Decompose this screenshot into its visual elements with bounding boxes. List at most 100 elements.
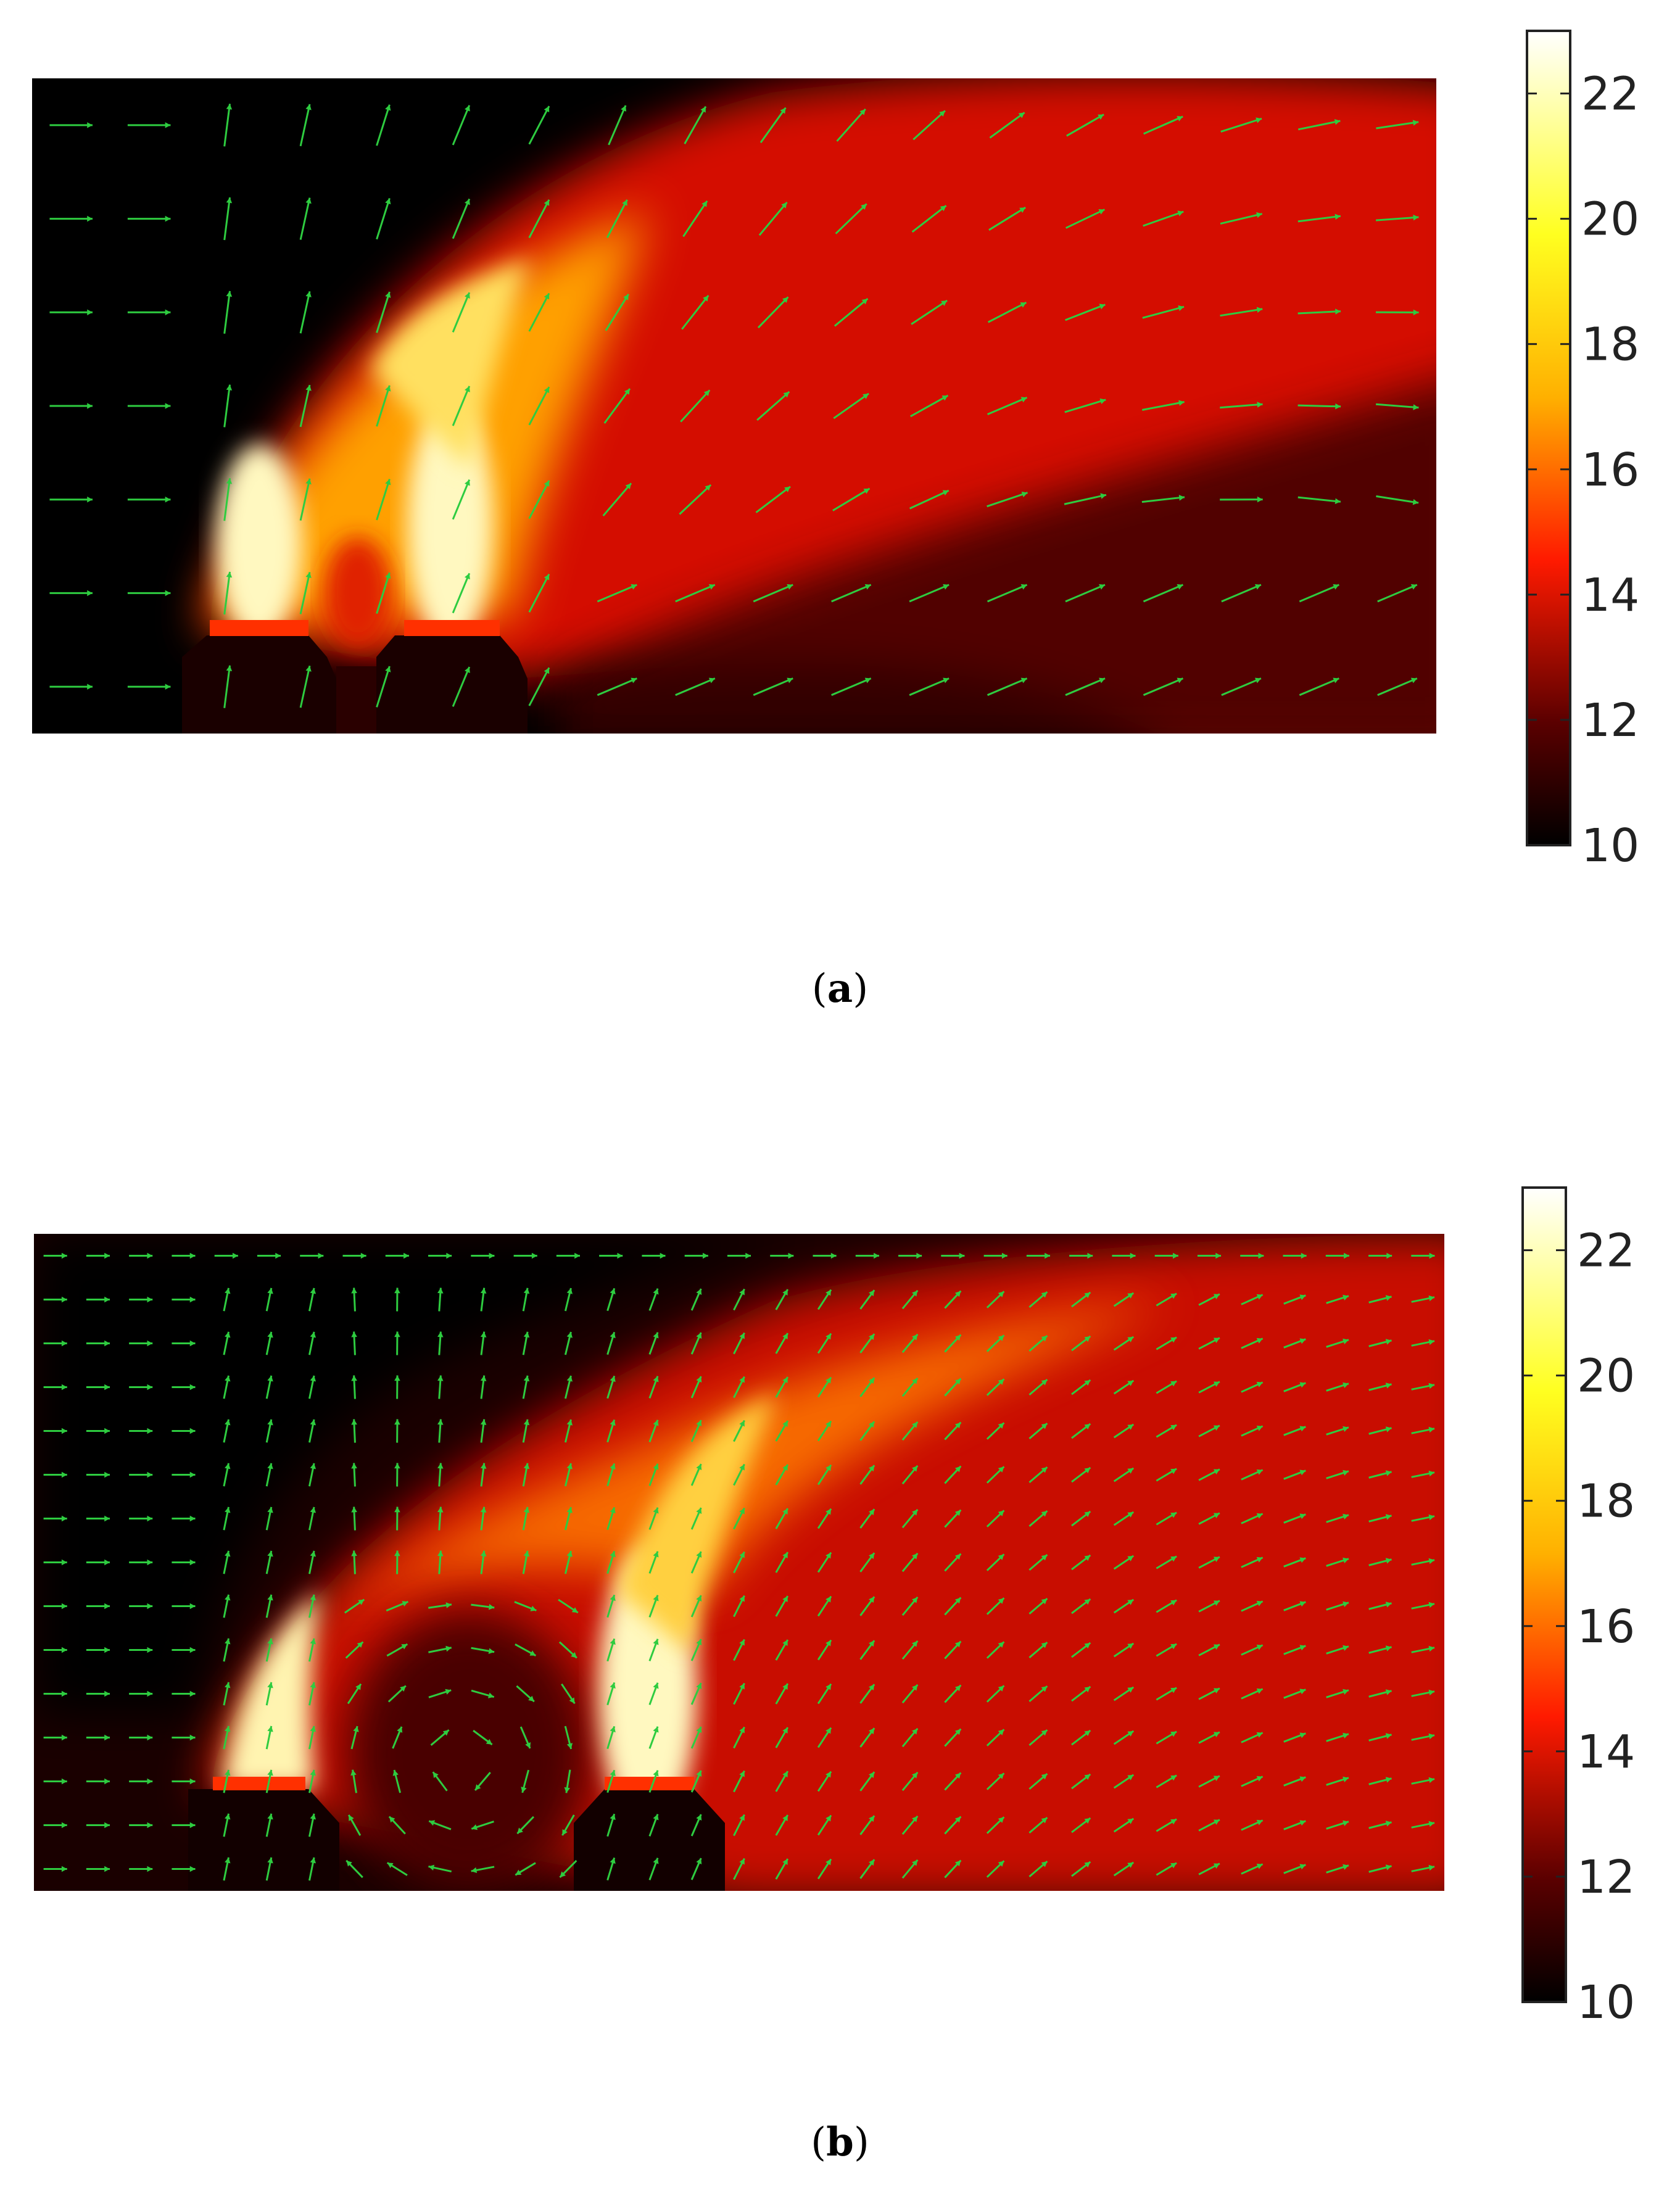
- velocity-arrow: [129, 1515, 153, 1522]
- velocity-arrow: [1071, 1598, 1091, 1614]
- velocity-arrow: [386, 1643, 408, 1657]
- velocity-arrow: [1326, 1732, 1349, 1742]
- velocity-arrow: [43, 1734, 67, 1741]
- velocity-arrow: [1028, 1422, 1048, 1440]
- velocity-arrow: [376, 385, 391, 427]
- velocity-arrow: [1241, 1776, 1264, 1787]
- velocity-arrow: [775, 1727, 789, 1748]
- velocity-arrow: [1368, 1470, 1392, 1479]
- velocity-arrow: [480, 1550, 487, 1574]
- velocity-arrow: [775, 1771, 789, 1792]
- velocity-arrow: [452, 666, 471, 707]
- velocity-arrow: [452, 292, 471, 333]
- velocity-arrow: [43, 1471, 67, 1478]
- velocity-arrow: [986, 1729, 1005, 1747]
- velocity-arrow: [1028, 1597, 1048, 1615]
- velocity-arrow: [528, 386, 550, 426]
- velocity-arrow: [1156, 1862, 1177, 1876]
- velocity-arrow: [832, 487, 871, 511]
- velocity-arrow: [308, 1594, 317, 1618]
- velocity-arrow: [86, 1471, 110, 1478]
- velocity-arrow: [1143, 584, 1184, 603]
- velocity-arrow: [471, 1252, 495, 1259]
- velocity-arrow: [1241, 1819, 1264, 1831]
- velocity-arrow: [127, 309, 171, 316]
- velocity-arrow: [437, 1331, 444, 1355]
- velocity-arrow: [817, 1464, 832, 1486]
- velocity-arrow: [1028, 1729, 1048, 1747]
- velocity-arrow: [129, 1428, 153, 1434]
- velocity-arrow: [1326, 1294, 1349, 1304]
- velocity-arrow: [987, 677, 1028, 697]
- velocity-arrow: [172, 1252, 196, 1259]
- velocity-arrow: [1241, 1294, 1264, 1305]
- velocity-arrow: [986, 1816, 1005, 1834]
- panel-caption-a: (a): [811, 965, 869, 1012]
- colorbar-ticks-b: 10 12 14 16 18 20 22: [1523, 1225, 1635, 2029]
- velocity-arrow: [223, 1857, 231, 1881]
- velocity-arrow: [690, 1770, 702, 1793]
- velocity-arrow: [223, 1288, 231, 1312]
- velocity-arrow: [1411, 1558, 1435, 1566]
- velocity-arrow: [394, 1463, 400, 1487]
- velocity-arrow: [49, 496, 93, 503]
- velocity-arrow: [1241, 1600, 1264, 1612]
- velocity-arrow: [1411, 1689, 1435, 1697]
- colorbar-tick-label: 14: [1577, 1726, 1635, 1779]
- velocity-arrow: [1411, 1733, 1435, 1741]
- velocity-arrow: [1241, 1337, 1264, 1349]
- velocity-arrow: [1375, 403, 1419, 410]
- velocity-arrow: [909, 677, 950, 697]
- velocity-arrow: [172, 1384, 196, 1391]
- velocity-arrow: [648, 1814, 659, 1837]
- velocity-arrow: [648, 1376, 659, 1399]
- velocity-arrow: [901, 1289, 919, 1310]
- velocity-arrow: [859, 1465, 875, 1485]
- velocity-arrow: [127, 684, 171, 690]
- velocity-arrow: [428, 1689, 452, 1698]
- velocity-arrow: [983, 1252, 1008, 1259]
- velocity-arrow: [606, 1857, 616, 1881]
- velocity-arrow: [690, 1551, 702, 1574]
- velocity-arrow: [471, 1866, 495, 1874]
- velocity-arrow: [522, 1419, 530, 1443]
- velocity-arrow: [308, 1638, 317, 1662]
- velocity-arrow: [733, 1288, 745, 1311]
- velocity-arrow: [727, 1252, 751, 1259]
- velocity-arrow: [859, 1815, 875, 1835]
- velocity-arrow: [345, 1641, 364, 1659]
- velocity-arrow: [392, 1769, 402, 1793]
- velocity-arrow: [437, 1463, 444, 1487]
- velocity-arrow: [901, 1684, 919, 1704]
- velocity-arrow: [1411, 1470, 1435, 1478]
- velocity-arrow: [859, 1859, 875, 1879]
- velocity-arrow: [452, 386, 471, 426]
- velocity-arrow: [265, 1857, 273, 1881]
- velocity-arrow: [606, 1419, 616, 1443]
- velocity-arrow: [564, 1331, 573, 1355]
- velocity-arrow: [437, 1507, 444, 1531]
- velocity-arrow: [859, 1377, 875, 1397]
- colorbar-tick-label: 10: [1581, 819, 1639, 872]
- velocity-arrow: [986, 1378, 1005, 1396]
- velocity-arrow: [690, 1288, 702, 1311]
- velocity-arrow: [1283, 1732, 1306, 1743]
- velocity-arrow: [428, 1252, 452, 1259]
- velocity-arrow: [986, 1685, 1005, 1703]
- velocity-arrow: [1299, 677, 1339, 697]
- velocity-arrow: [1113, 1817, 1135, 1833]
- velocity-arrow: [514, 1601, 537, 1611]
- velocity-arrow: [733, 1463, 745, 1486]
- velocity-arrow: [756, 391, 790, 421]
- velocity-arrow: [43, 1296, 67, 1303]
- velocity-arrow: [1156, 1555, 1177, 1569]
- velocity-arrow: [817, 1420, 832, 1442]
- velocity-arrow: [1283, 1252, 1307, 1259]
- velocity-arrow: [564, 1419, 573, 1443]
- velocity-arrow: [944, 1728, 962, 1747]
- velocity-arrow: [388, 1816, 406, 1835]
- velocity-arrow: [1198, 1819, 1220, 1832]
- velocity-arrow: [1297, 403, 1341, 410]
- velocity-arrow: [129, 1866, 153, 1872]
- velocity-arrow: [1368, 1864, 1392, 1873]
